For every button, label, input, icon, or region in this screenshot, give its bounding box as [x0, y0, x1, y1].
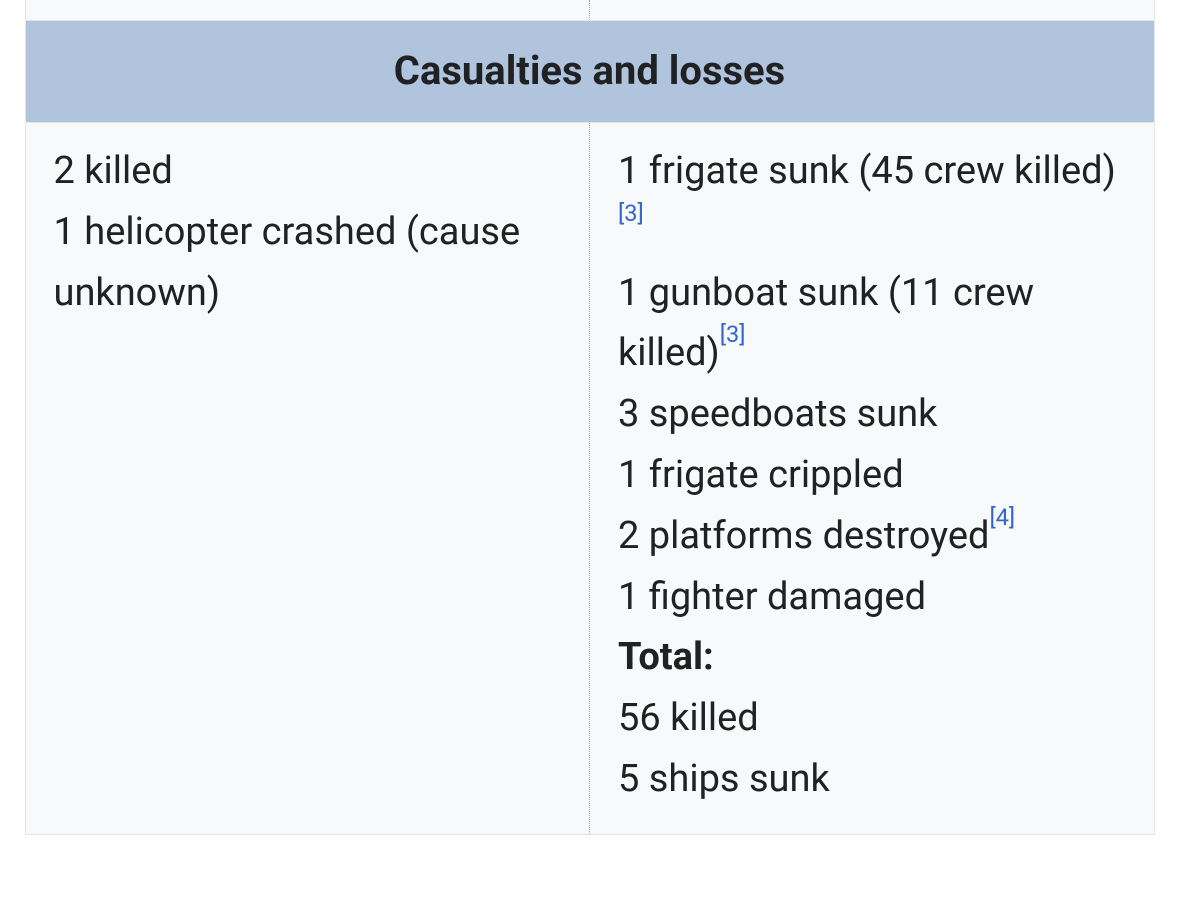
above-spacer-right — [590, 0, 1154, 20]
right-line: 2 platforms destroyed[4] — [618, 506, 1126, 567]
right-line-text: 1 gunboat sunk (11 crew killed) — [618, 271, 1034, 376]
right-line-text: 1 fighter damaged — [618, 575, 926, 619]
right-line-text: 2 platforms destroyed — [618, 514, 989, 558]
right-line-text: Total: — [618, 635, 714, 679]
casualties-body: 2 killed 1 helicopter crashed (cause unkn… — [26, 123, 1154, 834]
casualties-left-column: 2 killed 1 helicopter crashed (cause unkn… — [26, 123, 591, 834]
citation-link[interactable]: [4] — [989, 503, 1015, 531]
citation-ref[interactable]: [4] — [989, 503, 1015, 531]
section-header: Casualties and losses — [26, 21, 1154, 123]
citation-link[interactable]: [3] — [618, 199, 644, 227]
right-line: Total: — [618, 627, 1126, 688]
right-line: 1 fighter damaged — [618, 567, 1126, 628]
right-line-text: 1 frigate crippled — [618, 453, 904, 497]
left-line-text: 1 helicopter crashed (cause unknown) — [54, 210, 521, 315]
right-line-text: 5 ships sunk — [618, 757, 830, 801]
left-line: 1 helicopter crashed (cause unknown) — [54, 202, 562, 324]
left-line-text: 2 killed — [54, 149, 173, 193]
citation-ref[interactable]: [3] — [720, 320, 746, 348]
right-line-text: 56 killed — [618, 696, 759, 740]
right-line: 1 frigate crippled — [618, 445, 1126, 506]
right-line: 3 speedboats sunk — [618, 384, 1126, 445]
casualties-right-column: 1 frigate sunk (45 crew killed)[3]1 gunb… — [590, 123, 1154, 834]
right-line: 5 ships sunk — [618, 749, 1126, 810]
above-spacer-row — [26, 0, 1154, 21]
right-line-text: 3 speedboats sunk — [618, 392, 937, 436]
right-line: 1 frigate sunk (45 crew killed) [3] — [618, 141, 1126, 263]
left-line: 2 killed — [54, 141, 562, 202]
right-line-text: 1 frigate sunk (45 crew killed) — [618, 149, 1116, 193]
citation-ref[interactable]: [3] — [618, 199, 644, 227]
right-line: 1 gunboat sunk (11 crew killed)[3] — [618, 263, 1126, 385]
infobox: Casualties and losses 2 killed 1 helicopt… — [25, 0, 1155, 835]
above-spacer-left — [26, 0, 591, 20]
citation-link[interactable]: [3] — [720, 320, 746, 348]
right-line: 56 killed — [618, 688, 1126, 749]
section-header-title: Casualties and losses — [394, 47, 785, 94]
